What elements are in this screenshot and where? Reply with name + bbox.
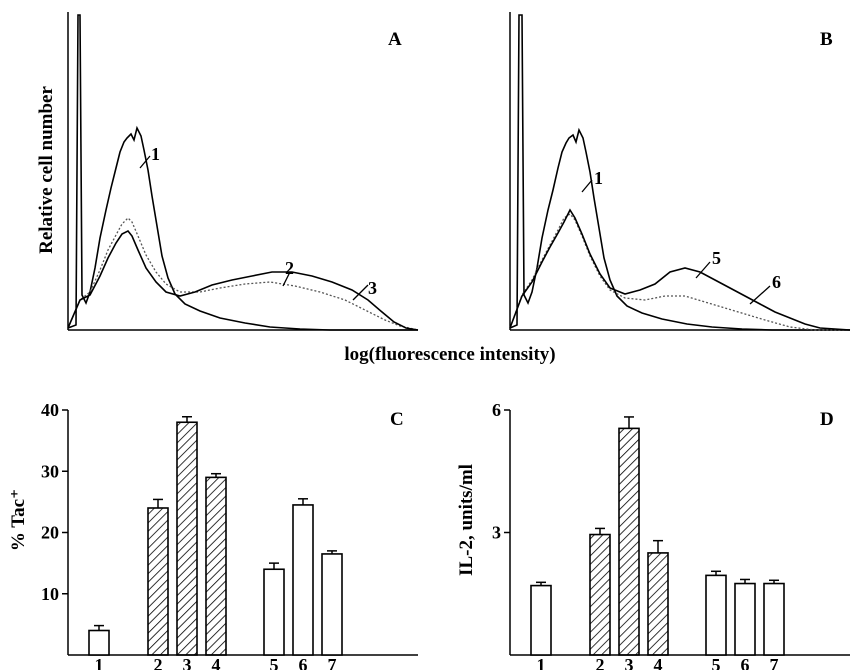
panel-c: C % Tac⁺ 10 20 30 40 1 2 3 4 5 6 7 [8, 400, 418, 670]
panel-b-curve-1-pointer [581, 179, 593, 193]
panel-b-curve-5-label: 5 [712, 248, 721, 268]
panel-c-y-tick-label: 40 [41, 400, 59, 420]
panel-c-bar-6 [292, 504, 314, 656]
panel-c-x-tick-label: 1 [95, 655, 104, 670]
panel-b-curve-5-pointer [695, 261, 711, 279]
panel-b-curve-1-label: 1 [594, 168, 603, 188]
panel-a-curve-2-pointer [282, 271, 291, 287]
panel-c-y-tick-label: 10 [41, 584, 59, 604]
panel-d-plot: 3 6 1 2 3 4 5 6 7 [492, 400, 850, 670]
panel-a-curve-1 [67, 14, 418, 331]
panel-c-x-tick-label: 4 [212, 655, 221, 670]
panel-c-x-tick-label: 5 [270, 655, 279, 670]
panel-a-curve-3 [67, 229, 419, 331]
panel-d-y-axis-title: IL-2, units/ml [456, 464, 477, 576]
panel-d-x-tick-label: 7 [770, 655, 779, 670]
panel-d-x-tick-label: 4 [654, 655, 663, 670]
panel-d-bar-3 [618, 427, 640, 656]
panel-b-curve-5 [509, 213, 850, 331]
panel-d-bar-2 [589, 533, 611, 656]
panel-b-curve-6 [509, 208, 851, 331]
panel-a-curve-3-pointer [352, 284, 369, 301]
panel-d-x-tick-label: 3 [625, 655, 634, 670]
panel-c-y-axis-title: % Tac⁺ [8, 489, 29, 551]
panel-c-x-tick-label: 3 [183, 655, 192, 670]
panel-d-bar-6 [734, 582, 756, 656]
panel-c-bar-3 [176, 421, 198, 656]
panel-b-letter: B [820, 29, 833, 50]
panel-d-x-tick-label: 5 [712, 655, 721, 670]
panel-a-curve-1-label: 1 [151, 144, 160, 164]
panel-c-bar-2 [147, 507, 169, 656]
panel-d-x-tick-label: 2 [596, 655, 605, 670]
panel-d-bar-1 [530, 584, 552, 656]
panel-a-curve-2 [67, 217, 419, 331]
panel-d-y-tick-label: 3 [492, 523, 501, 543]
panel-c-x-tick-label: 6 [299, 655, 308, 670]
panel-d-bar-5 [705, 574, 727, 656]
shared-x-axis-title: log(fluorescence intensity) [344, 344, 555, 365]
panel-c-x-tick-label: 2 [154, 655, 163, 670]
panel-a-curve-1-pointer [139, 155, 151, 169]
panel-a: A 1 2 3 Relative cell number [36, 12, 419, 331]
panel-d-y-tick-label: 6 [492, 400, 501, 420]
panel-a-y-axis-title: Relative cell number [36, 86, 57, 254]
panel-a-curve-3-label: 3 [368, 278, 377, 298]
panel-c-bar-5 [263, 568, 285, 656]
panel-c-plot: 10 20 30 40 1 2 3 4 5 6 7 [41, 400, 418, 670]
panel-b-curve-6-label: 6 [772, 272, 781, 292]
panel-a-letter: A [388, 29, 402, 50]
panel-b-curve-6-pointer [749, 285, 771, 305]
panel-b: B 1 5 6 [509, 12, 851, 331]
panel-c-y-tick-label: 20 [41, 523, 59, 543]
panel-d-letter: D [820, 409, 834, 430]
panel-c-x-tick-label: 7 [328, 655, 337, 670]
panel-d-x-tick-label: 1 [537, 655, 546, 670]
panel-d-x-tick-label: 6 [741, 655, 750, 670]
panel-c-bar-1 [88, 629, 110, 656]
panel-c-bar-7 [321, 553, 343, 656]
panel-b-curve-1 [509, 14, 850, 331]
panel-d: D IL-2, units/ml 3 6 1 2 3 4 5 6 7 [456, 400, 850, 670]
panel-a-curve-2-label: 2 [285, 258, 294, 278]
panel-d-bar-4 [647, 552, 669, 656]
panel-d-bar-7 [763, 582, 785, 656]
panel-c-letter: C [390, 409, 404, 430]
panel-c-bar-4 [205, 476, 227, 656]
panel-c-y-tick-label: 30 [41, 461, 59, 481]
